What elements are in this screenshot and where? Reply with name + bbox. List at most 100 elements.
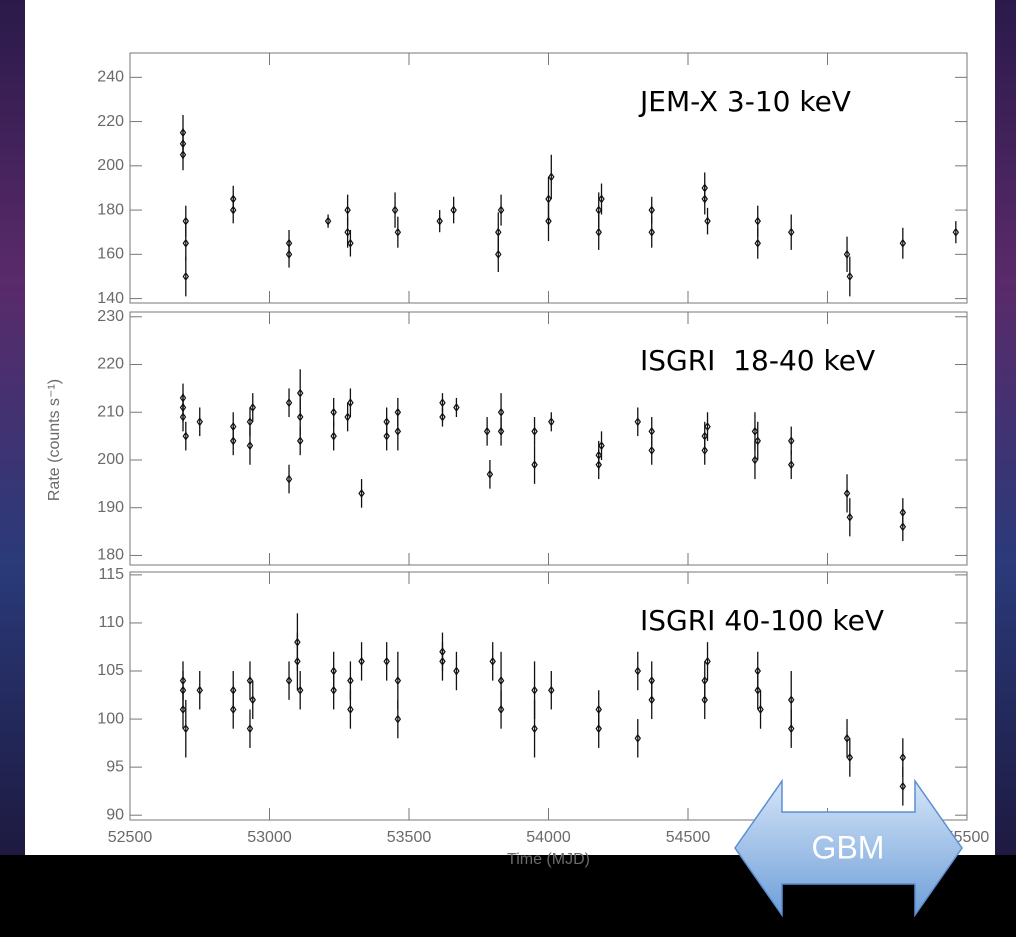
point xyxy=(952,227,960,237)
point xyxy=(648,205,655,215)
point xyxy=(754,216,761,226)
point xyxy=(358,488,365,498)
y-tick-label: 240 xyxy=(97,69,124,86)
x-tick-label: 54000 xyxy=(526,829,571,846)
panel-label: ISGRI 18-40 keV xyxy=(640,344,875,377)
point xyxy=(439,398,446,408)
y-tick-label: 220 xyxy=(97,113,124,130)
point xyxy=(787,695,795,705)
point xyxy=(701,695,708,705)
point xyxy=(843,733,851,743)
point xyxy=(229,704,237,714)
point xyxy=(285,676,293,686)
point xyxy=(648,227,655,237)
point xyxy=(754,685,761,695)
point xyxy=(899,752,907,763)
point xyxy=(394,227,402,237)
point xyxy=(497,426,505,436)
point xyxy=(701,445,708,455)
point xyxy=(787,460,795,470)
y-tick-label: 200 xyxy=(97,157,124,174)
y-axis-label: Rate (counts s⁻¹) xyxy=(46,379,63,501)
point xyxy=(347,238,354,248)
point xyxy=(324,216,332,226)
point xyxy=(294,637,301,647)
y-tick-label: 100 xyxy=(97,710,124,727)
point xyxy=(634,733,642,743)
y-tick-label: 110 xyxy=(98,614,124,631)
arrow xyxy=(734,778,963,918)
point xyxy=(182,431,190,441)
point xyxy=(394,714,402,724)
point xyxy=(787,227,795,237)
point xyxy=(249,402,256,413)
point xyxy=(179,128,187,138)
point xyxy=(439,412,446,422)
point xyxy=(495,227,502,237)
plots: 140 160 180 200 220 240 JEM-X 3-10 keV 180 190 20… xyxy=(46,52,989,868)
point xyxy=(704,656,711,666)
point xyxy=(598,441,605,451)
point xyxy=(391,205,399,215)
point xyxy=(179,704,187,714)
point xyxy=(843,488,851,498)
y-tick-label: 140 xyxy=(97,290,124,307)
point xyxy=(453,402,460,413)
y-tick-label: 180 xyxy=(97,201,124,218)
point xyxy=(383,656,390,666)
point xyxy=(595,227,602,237)
point xyxy=(394,426,402,436)
y-tick-label: 90 xyxy=(106,806,124,823)
point xyxy=(246,724,254,734)
point xyxy=(751,426,759,436)
point xyxy=(531,685,538,695)
point xyxy=(453,666,460,676)
point xyxy=(182,271,190,281)
plot-area xyxy=(25,0,995,855)
point xyxy=(846,512,854,522)
point xyxy=(179,676,187,686)
point xyxy=(182,724,190,734)
point xyxy=(347,398,354,408)
point xyxy=(229,205,237,215)
point xyxy=(347,704,354,714)
point xyxy=(246,441,254,451)
x-tick-label: 53000 xyxy=(247,829,292,846)
y-tick-label: 115 xyxy=(98,566,124,583)
point xyxy=(899,781,907,791)
point xyxy=(486,469,494,479)
y-tick-label: 220 xyxy=(97,356,124,373)
point xyxy=(787,436,795,446)
point xyxy=(545,216,552,226)
point xyxy=(436,216,443,226)
point xyxy=(899,238,907,248)
point xyxy=(497,407,505,417)
y-tick-label: 160 xyxy=(97,246,124,263)
point xyxy=(846,271,854,281)
point xyxy=(495,249,502,259)
point xyxy=(899,522,907,532)
y-tick-label: 105 xyxy=(97,662,124,679)
point xyxy=(648,695,655,705)
point xyxy=(595,205,602,215)
point xyxy=(634,417,642,427)
point xyxy=(249,695,256,705)
point xyxy=(754,436,761,446)
point xyxy=(296,685,304,695)
point xyxy=(285,398,293,408)
y-tick-label: 210 xyxy=(97,403,124,420)
point xyxy=(548,685,555,695)
point xyxy=(787,724,795,734)
point xyxy=(246,676,254,686)
y-tick-label: 190 xyxy=(97,499,124,516)
point xyxy=(531,460,538,470)
x-tick-label: 54500 xyxy=(666,829,711,846)
point xyxy=(634,666,642,676)
point xyxy=(648,426,655,436)
point xyxy=(450,205,457,215)
y-tick-label: 200 xyxy=(97,451,124,468)
point xyxy=(296,388,304,398)
point xyxy=(344,205,351,215)
point xyxy=(648,445,655,455)
point xyxy=(347,676,354,686)
